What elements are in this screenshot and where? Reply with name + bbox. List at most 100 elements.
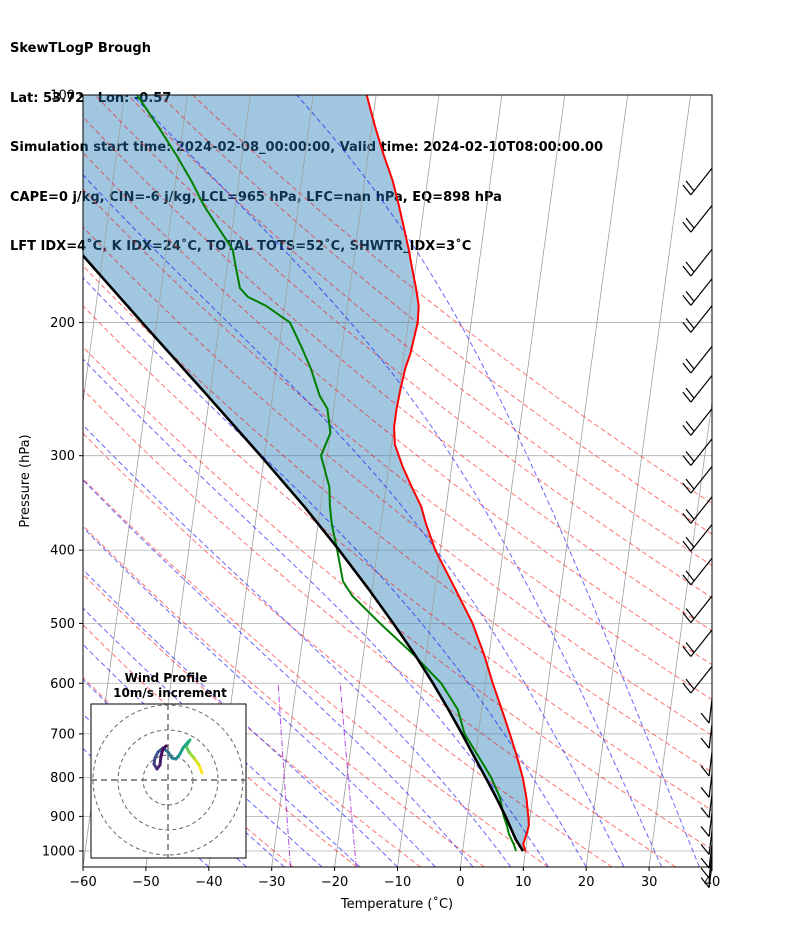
hodograph-title: Wind Profile	[125, 671, 208, 685]
wind-barb-staff	[708, 830, 713, 855]
moist-adiabat-line	[83, 643, 323, 867]
wind-barb-staff	[708, 724, 713, 749]
wind-barb-staff	[708, 844, 713, 869]
wind-barb-flag	[700, 844, 710, 855]
mixing-ratio-line	[277, 683, 292, 867]
parcel-profile-line	[83, 253, 525, 852]
cin-shaded-area	[83, 95, 529, 851]
dry-adiabat-line	[94, 95, 712, 599]
dry-adiabat-line	[83, 346, 712, 851]
wind-barb-flag	[682, 265, 692, 277]
stability-indices-1: CAPE=0 j/kg, CIN=-6 j/kg, LCL=965 hPa, L…	[10, 189, 502, 205]
x-tick-label: 30	[641, 875, 658, 890]
isotherm-line	[334, 95, 440, 867]
x-tick-label: −20	[321, 875, 348, 890]
wind-barb-flag	[682, 424, 692, 436]
x-tick-label: 40	[704, 875, 721, 890]
wind-barb-staff	[708, 863, 713, 888]
wind-barb-flag	[685, 290, 695, 302]
x-tick-label: −50	[132, 875, 159, 890]
wind-barb-flag	[685, 317, 695, 329]
isotherm-line	[711, 864, 712, 867]
dewpoint-profile-line	[136, 95, 517, 852]
wind-barb-flag	[700, 867, 710, 879]
wind-barb-flag	[682, 682, 692, 694]
x-tick-label: 0	[456, 875, 464, 890]
wind-barb-flag	[685, 509, 695, 520]
isotherm-line	[522, 95, 629, 867]
wind-barb-flag	[682, 612, 692, 624]
x-tick-label: −10	[384, 875, 411, 890]
y-axis-label: Pressure (hPa)	[18, 434, 33, 527]
wind-barb-flag	[682, 482, 692, 494]
wind-barb-flag	[682, 184, 692, 196]
y-tick-label: 400	[50, 544, 75, 559]
moist-adiabat-line	[83, 479, 474, 867]
isotherm-line	[460, 95, 566, 867]
wind-barb-staff	[708, 752, 713, 777]
dry-adiabat-line	[83, 388, 677, 867]
dry-adiabat-line	[192, 95, 712, 505]
station-title: SkewTLogP Brough	[10, 41, 151, 56]
wind-barb-flag	[700, 737, 710, 749]
y-tick-label: 600	[50, 677, 75, 692]
wind-barb-flag	[682, 321, 692, 333]
dry-adiabat-line	[83, 478, 549, 867]
wind-barb-flag	[682, 646, 692, 657]
wind-barb-flag	[685, 608, 695, 620]
wind-barb-flag	[685, 570, 695, 582]
moist-adiabat-line	[83, 607, 361, 867]
y-tick-label: 200	[50, 316, 75, 331]
y-tick-label: 800	[50, 771, 75, 786]
y-tick-label: 700	[50, 727, 75, 742]
wind-barb-flag	[685, 536, 695, 548]
station-coordinates: Lat: 53.72 Lon: -0.57	[10, 90, 172, 106]
wind-barb-flag	[685, 387, 695, 399]
moist-adiabat-line	[83, 276, 587, 867]
dry-adiabat-line	[83, 524, 485, 867]
wind-barb-flag	[682, 455, 692, 466]
hodograph-segment	[161, 744, 168, 751]
y-tick-label: 1000	[42, 844, 75, 859]
x-tick-label: 20	[578, 875, 595, 890]
temperature-profile-line	[365, 95, 530, 852]
x-tick-label: 10	[515, 875, 532, 890]
moist-adiabat-line	[83, 358, 549, 867]
wind-barb-flag	[685, 678, 695, 690]
wind-barb-flag	[685, 358, 695, 370]
y-tick-label: 300	[50, 449, 75, 464]
isotherm-line	[585, 95, 691, 867]
wind-barb-flag	[700, 712, 710, 724]
wind-barb-flag	[685, 451, 695, 462]
dry-adiabat-line	[83, 305, 712, 811]
wind-barb-flag	[682, 221, 692, 233]
wind-barb-flag	[700, 787, 710, 798]
isotherm-line	[271, 95, 377, 867]
isotherm-line	[83, 95, 125, 405]
dry-adiabat-line	[83, 188, 712, 701]
wind-barb-staff	[708, 699, 713, 724]
x-tick-label: −60	[69, 875, 96, 890]
wind-barb-flag	[682, 574, 692, 586]
wind-barb-flag	[685, 261, 695, 273]
isotherm-line	[648, 398, 712, 867]
y-tick-label: 900	[50, 810, 75, 825]
wind-barb-flag	[700, 807, 710, 818]
hodograph-subtitle: 10m/s increment	[113, 686, 227, 700]
dry-adiabat-line	[159, 95, 712, 535]
wind-barb-flag	[682, 513, 692, 524]
wind-barb-flag	[685, 642, 695, 653]
wind-barb-staff	[708, 793, 713, 818]
wind-barb-flag	[682, 391, 692, 403]
moist-adiabat-line	[83, 568, 398, 867]
wind-barb-flag	[682, 362, 692, 374]
wind-barb-flag	[700, 765, 710, 777]
dry-adiabat-line	[83, 152, 712, 666]
x-axis-label: Temperature (˚C)	[340, 896, 453, 912]
y-tick-label: 500	[50, 617, 75, 632]
dry-adiabat-line	[83, 116, 712, 632]
moist-adiabat-line	[83, 526, 436, 867]
wind-barb-flag	[685, 478, 695, 490]
wind-barb-flag	[682, 540, 692, 552]
